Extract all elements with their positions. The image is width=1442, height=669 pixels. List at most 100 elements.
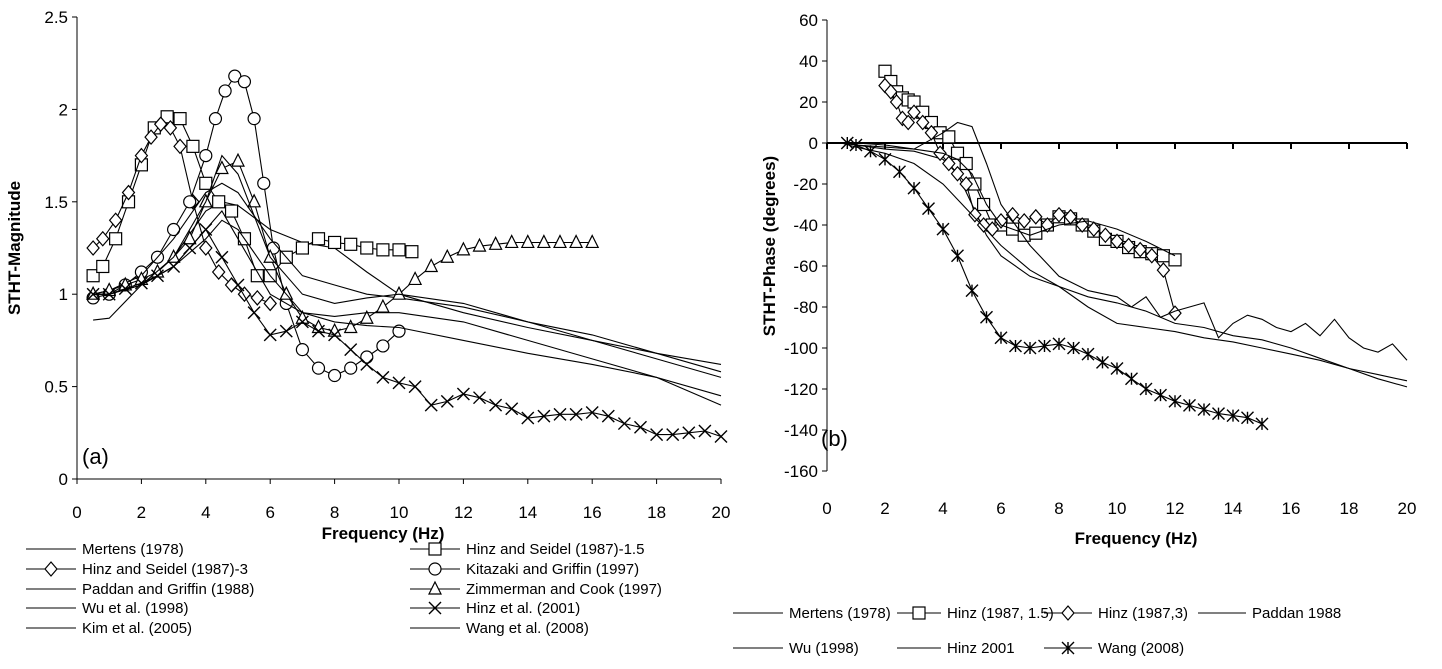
data-point — [666, 428, 680, 442]
data-point — [224, 204, 239, 218]
data-point — [328, 368, 342, 383]
series-4 — [86, 69, 406, 383]
x-tick-label: 4 — [201, 503, 210, 522]
y-tick-label: 20 — [799, 93, 818, 112]
data-point — [295, 343, 309, 357]
data-point — [295, 309, 310, 324]
data-point — [1110, 362, 1124, 375]
y-tick-label: 1.5 — [44, 193, 68, 212]
legend-1: Mertens (1978) Hinz and Seidel (1987)-1.5… — [26, 541, 662, 637]
data-point — [118, 282, 132, 296]
data-point — [472, 237, 487, 252]
data-point — [109, 232, 123, 246]
data-point — [95, 230, 110, 247]
data-point — [1168, 305, 1182, 322]
legend-item: Zimmerman and Cook (1997) — [410, 580, 662, 598]
legend-item: Kim et al. (2005) — [26, 620, 192, 637]
x-tick-label: 6 — [265, 503, 274, 522]
data-point — [376, 370, 390, 384]
data-point — [173, 112, 187, 126]
data-point — [121, 184, 136, 201]
x-tick-label: 14 — [1224, 499, 1243, 518]
data-point — [1125, 372, 1138, 386]
data-point — [328, 328, 342, 342]
data-point — [102, 282, 117, 297]
y-tick-label: -100 — [784, 339, 818, 358]
data-point — [212, 195, 226, 209]
legend-marker — [428, 562, 442, 576]
data-point — [86, 240, 100, 256]
data-point — [250, 289, 265, 306]
x-tick-label: 8 — [330, 503, 339, 522]
data-point — [218, 84, 232, 98]
series-line — [93, 219, 722, 406]
legend-item: Hinz (1987,3) — [1044, 605, 1188, 622]
series-5 — [92, 182, 722, 373]
data-point — [312, 324, 325, 338]
data-point — [360, 357, 374, 371]
data-point — [247, 306, 261, 320]
legend-item: Hinz and Seidel (1987)-3 — [26, 561, 248, 578]
data-point — [889, 94, 904, 110]
panel-label: (a) — [82, 444, 109, 469]
data-point — [504, 234, 519, 249]
data-point — [950, 165, 965, 182]
data-point — [1154, 388, 1167, 402]
legend-marker — [1061, 641, 1075, 655]
x-tick-label: 8 — [1054, 499, 1063, 518]
x-tick-label: 20 — [1398, 499, 1417, 518]
x-tick-label: 0 — [72, 503, 81, 522]
data-point — [1139, 382, 1153, 396]
data-point — [936, 222, 950, 236]
data-point — [849, 138, 863, 152]
data-point — [344, 361, 358, 375]
data-point — [456, 241, 471, 256]
legend-label: Paddan 1988 — [1252, 605, 1341, 622]
data-point — [968, 206, 982, 223]
data-point — [1133, 241, 1147, 258]
series-3 — [86, 116, 277, 312]
data-point — [922, 202, 935, 216]
legend-item: Hinz (1987, 1.5) — [897, 605, 1054, 622]
data-point — [199, 240, 213, 256]
data-point — [942, 155, 956, 172]
data-point — [279, 324, 293, 338]
x-tick-label: 2 — [137, 503, 146, 522]
data-point — [263, 328, 277, 342]
data-point — [440, 248, 455, 263]
data-point — [247, 193, 262, 208]
data-point — [505, 402, 519, 416]
data-point — [96, 259, 110, 274]
data-point — [376, 243, 390, 257]
data-point — [569, 234, 584, 249]
y-tick-label: 0 — [809, 134, 818, 153]
x-axis-label: Frequency (Hz) — [322, 524, 445, 543]
data-point — [1087, 221, 1101, 238]
data-point — [1052, 206, 1066, 223]
data-point — [553, 234, 567, 249]
data-point — [1098, 227, 1113, 244]
x-tick-label: 14 — [518, 503, 537, 522]
series-2 — [86, 110, 419, 283]
data-point — [182, 230, 197, 245]
legend-item: Wu (1998) — [733, 640, 859, 657]
data-point — [1183, 398, 1196, 412]
legend-label: Hinz et al. (2001) — [466, 600, 580, 617]
data-point — [878, 152, 892, 166]
series-line — [92, 123, 271, 304]
data-point — [907, 181, 921, 195]
x-tick-label: 12 — [454, 503, 473, 522]
data-point — [1067, 341, 1080, 355]
data-point — [375, 298, 390, 313]
data-point — [1168, 394, 1182, 408]
data-point — [698, 424, 712, 438]
series-7 — [840, 136, 1269, 431]
legend-item: Wang et al. (2008) — [410, 620, 589, 637]
data-point — [440, 394, 454, 408]
legend-label: Wang et al. (2008) — [466, 620, 589, 637]
data-point — [1168, 253, 1182, 267]
y-tick-label: -60 — [793, 257, 818, 276]
data-point — [257, 176, 271, 190]
data-point — [976, 197, 991, 212]
x-tick-label: 10 — [1108, 499, 1127, 518]
